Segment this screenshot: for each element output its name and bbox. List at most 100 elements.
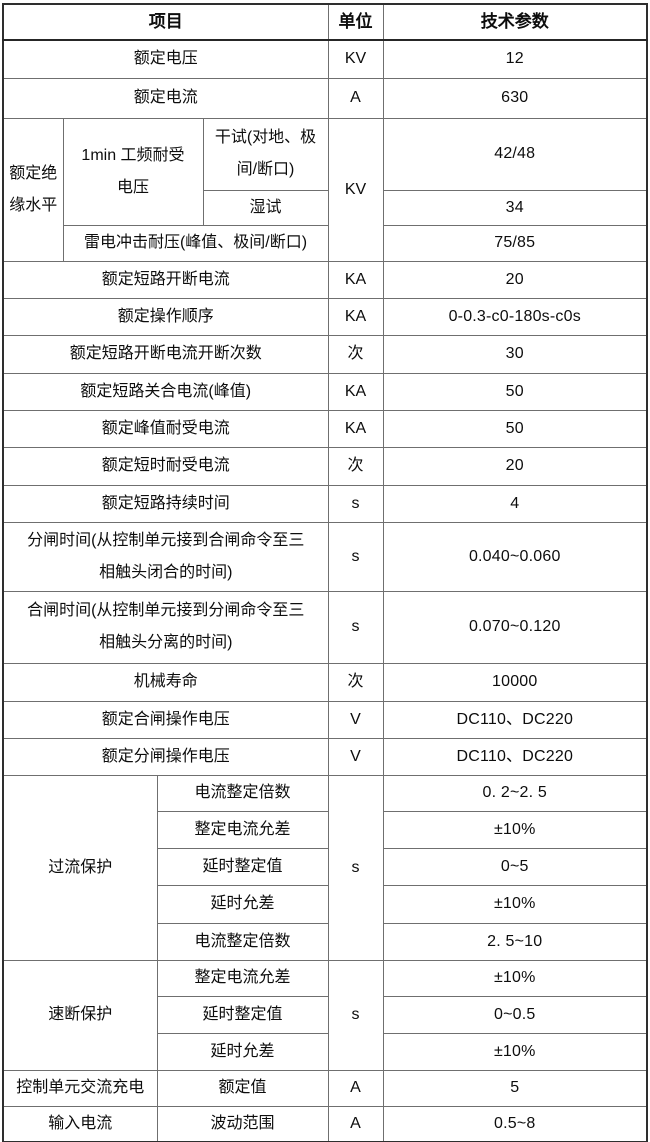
cell-item: 分闸时间(从控制单元接到合闸命令至三 相触头闭合的时间): [2, 521, 329, 592]
header-unit: 单位: [327, 3, 384, 41]
cell-value: 0~0.5: [382, 995, 648, 1034]
cell-item: 额定短路开断电流: [2, 260, 329, 299]
table-row: 额定短路开断电流开断次数 次 30: [2, 334, 648, 374]
cell-unit: KV: [327, 39, 384, 79]
cell-unit: A: [327, 77, 384, 119]
cell-unit: KA: [327, 372, 384, 411]
table-header-row: 项目 单位 技术参数: [2, 3, 648, 41]
cell-item: 机械寿命: [2, 662, 329, 702]
table-row: 延时整定值 0~0.5: [3, 995, 648, 1034]
header-value: 技术参数: [382, 3, 648, 41]
cell-value: 50: [382, 372, 648, 411]
table-row: 电流整定倍数 2. 5~10: [3, 922, 648, 961]
cell-unit: 次: [327, 334, 384, 374]
cell-group-label: 过流保护: [2, 774, 158, 961]
cell-value: 630: [382, 77, 648, 119]
cell-item: 整定电流允差: [156, 959, 329, 997]
cell-value: 0.5~8: [382, 1105, 648, 1142]
table-row: 延时整定值 0~5: [3, 847, 648, 886]
cell-value: 20: [382, 260, 648, 299]
cell-item: 波动范围: [156, 1105, 329, 1142]
cell-item: 整定电流允差: [156, 810, 329, 849]
cell-item: 额定短路关合电流(峰值): [2, 372, 329, 411]
cell-item: 延时允差: [156, 884, 329, 924]
cell-item: 额定短路持续时间: [2, 484, 329, 523]
cell-unit: s: [327, 521, 384, 592]
cell-value: ±10%: [382, 884, 648, 924]
cell-group-label: 额定绝 缘水平: [2, 117, 64, 262]
table-row: 控制单元交流充电 额定值 A 5: [2, 1069, 648, 1107]
cell-value: 10000: [382, 662, 648, 702]
cell-unit: s: [327, 774, 384, 961]
cell-value: 30: [382, 334, 648, 374]
cell-unit: A: [327, 1069, 384, 1107]
table-row: 过流保护 电流整定倍数 s 0. 2~2. 5: [2, 774, 648, 961]
cell-item: 延时整定值: [156, 847, 329, 886]
cell-unit: s: [327, 959, 384, 1071]
cell-unit: s: [327, 590, 384, 664]
cell-item: 电流整定倍数: [156, 774, 329, 812]
table-row: 额定短时耐受电流 次 20: [2, 446, 648, 486]
cell-value: 0. 2~2. 5: [382, 774, 648, 812]
cell-unit: s: [327, 484, 384, 523]
cell-value: DC110、DC220: [382, 700, 648, 739]
cell-item: 额定峰值耐受电流: [2, 409, 329, 448]
cell-subgroup-label: 1min 工频耐受 电压: [62, 117, 204, 226]
cell-unit: KA: [327, 409, 384, 448]
cell-value: 4: [382, 484, 648, 523]
cell-item: 额定合闸操作电压: [2, 700, 329, 739]
cell-value: ±10%: [382, 959, 648, 997]
table-row: 额定电流 A 630: [2, 77, 648, 119]
cell-value: 50: [382, 409, 648, 448]
table-row: 输入电流 波动范围 A 0.5~8: [2, 1105, 648, 1142]
table-row: 额定短路关合电流(峰值) KA 50: [2, 372, 648, 411]
cell-unit: A: [327, 1105, 384, 1142]
cell-value: DC110、DC220: [382, 737, 648, 776]
cell-unit: 次: [327, 662, 384, 702]
cell-value: 42/48: [382, 117, 648, 191]
cell-item: 额定电压: [2, 39, 329, 79]
cell-item: 雷电冲击耐压(峰值、极间/断口): [62, 224, 329, 262]
cell-value: 12: [382, 39, 648, 79]
cell-value: 0.040~0.060: [382, 521, 648, 592]
spec-table: 项目 单位 技术参数 额定电压 KV 12 额定电流 A 630 额定绝 缘水平…: [2, 3, 648, 1142]
cell-item: 干试(对地、极 间/断口): [202, 117, 329, 191]
table-row: 额定操作顺序 KA 0-0.3-c0-180s-c0s: [2, 297, 648, 336]
cell-value: 5: [382, 1069, 648, 1107]
table-row: 整定电流允差 ±10%: [3, 810, 648, 849]
table-row: 额定合闸操作电压 V DC110、DC220: [2, 700, 648, 739]
cell-value: 0~5: [382, 847, 648, 886]
cell-unit: KV: [327, 117, 384, 262]
cell-value: 0-0.3-c0-180s-c0s: [382, 297, 648, 336]
header-item: 项目: [2, 3, 329, 41]
cell-item: 额定操作顺序: [2, 297, 329, 336]
cell-value: 0.070~0.120: [382, 590, 648, 664]
cell-group-label: 输入电流: [2, 1105, 158, 1142]
table-row: 额定峰值耐受电流 KA 50: [2, 409, 648, 448]
cell-item: 额定短路开断电流开断次数: [2, 334, 329, 374]
table-row: 额定分闸操作电压 V DC110、DC220: [2, 737, 648, 776]
cell-unit: 次: [327, 446, 384, 486]
cell-value: ±10%: [382, 810, 648, 849]
cell-unit: V: [327, 737, 384, 776]
cell-unit: KA: [327, 260, 384, 299]
cell-item: 额定分闸操作电压: [2, 737, 329, 776]
table-row: 分闸时间(从控制单元接到合闸命令至三 相触头闭合的时间) s 0.040~0.0…: [2, 521, 648, 592]
cell-value: 75/85: [382, 224, 648, 262]
table-row: 额定电压 KV 12: [2, 39, 648, 79]
table-row: 湿试 34: [3, 189, 648, 226]
cell-item: 额定短时耐受电流: [2, 446, 329, 486]
cell-group-label: 控制单元交流充电: [2, 1069, 158, 1107]
cell-item: 合闸时间(从控制单元接到分闸命令至三 相触头分离的时间): [2, 590, 329, 664]
cell-item: 延时允差: [156, 1032, 329, 1071]
cell-value: ±10%: [382, 1032, 648, 1071]
table-row: 速断保护 整定电流允差 s ±10%: [2, 959, 648, 1071]
cell-item: 延时整定值: [156, 995, 329, 1034]
cell-item: 湿试: [202, 189, 329, 226]
cell-item: 额定值: [156, 1069, 329, 1107]
cell-item: 电流整定倍数: [156, 922, 329, 961]
cell-value: 34: [382, 189, 648, 226]
cell-item: 额定电流: [2, 77, 329, 119]
cell-unit: KA: [327, 297, 384, 336]
table-row: 额定短路持续时间 s 4: [2, 484, 648, 523]
